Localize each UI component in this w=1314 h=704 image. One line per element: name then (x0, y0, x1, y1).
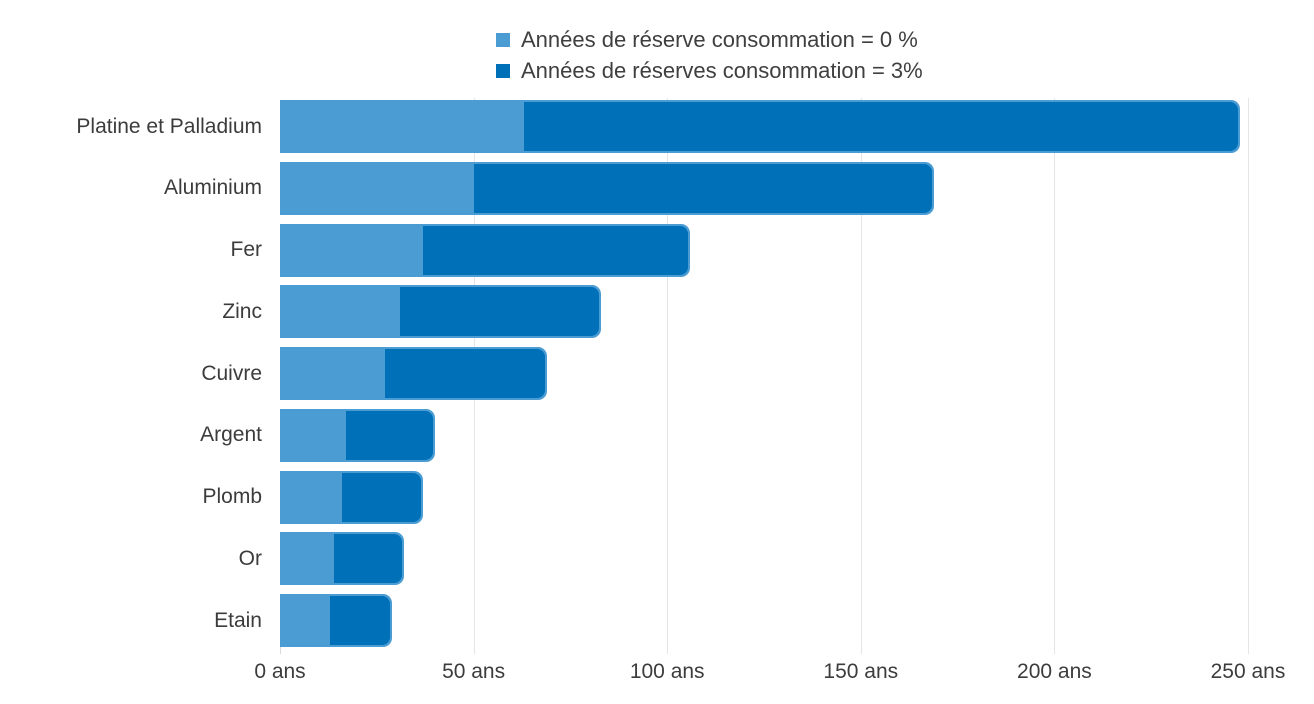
bar-segment-reserve-3pct[interactable] (334, 534, 402, 584)
x-axis-tick-label: 200 ans (1017, 660, 1092, 683)
category-label: Or (238, 546, 262, 570)
gridline (667, 98, 669, 654)
legend-item-reserve-0pct[interactable]: Années de réserve consommation = 0 % (496, 24, 923, 55)
bar-row (280, 347, 548, 400)
bar-row (280, 223, 691, 277)
category-label: Platine et Palladium (76, 114, 262, 138)
category-label: Fer (230, 238, 263, 261)
bar-segment-reserve-3pct[interactable] (473, 163, 933, 213)
category-label: Plomb (202, 485, 262, 508)
bar-segment-reserve-3pct[interactable] (330, 596, 391, 645)
gridline (1054, 98, 1056, 654)
gridline (860, 98, 862, 654)
x-axis-tick-label: 0 ans (254, 660, 306, 683)
bar-segment-reserve-3pct[interactable] (384, 349, 546, 398)
x-axis-tick-label: 100 ans (629, 660, 705, 683)
category-label: Etain (214, 608, 262, 632)
legend-swatch-3pct-icon (496, 63, 510, 78)
x-axis-tick-label: 250 ans (1210, 660, 1286, 683)
category-label: Argent (200, 423, 262, 447)
axis-tick (280, 647, 281, 654)
bar-row (280, 594, 393, 647)
bar-row (280, 408, 435, 462)
bar-row (280, 532, 404, 586)
legend-label-3pct: Années de réserves consommation = 3% (521, 58, 923, 83)
legend-label-0pct: Années de réserve consommation = 0 % (521, 27, 918, 52)
bar-segment-reserve-3pct[interactable] (341, 472, 422, 522)
category-label: Zinc (222, 299, 262, 323)
x-axis-tick-label: 150 ans (823, 660, 899, 683)
category-label: Aluminium (163, 176, 262, 200)
bar-segment-reserve-3pct[interactable] (400, 287, 600, 337)
legend-item-reserve-3pct[interactable]: Années de réserves consommation = 3% (496, 55, 923, 86)
bar-row (280, 100, 1241, 153)
bar-segment-reserve-3pct[interactable] (523, 102, 1239, 151)
gridline (1248, 98, 1249, 654)
legend-swatch-0pct-icon (496, 32, 510, 47)
chart-legend: Années de réserve consommation = 0 % Ann… (496, 24, 923, 86)
x-axis-tick-label: 50 ans (442, 660, 506, 683)
bar-row (280, 285, 602, 339)
category-label: Cuivre (201, 361, 262, 385)
bar-segment-reserve-3pct[interactable] (345, 410, 433, 460)
bar-row (280, 161, 935, 215)
bar-segment-reserve-3pct[interactable] (423, 225, 689, 275)
bar-row (280, 470, 424, 524)
